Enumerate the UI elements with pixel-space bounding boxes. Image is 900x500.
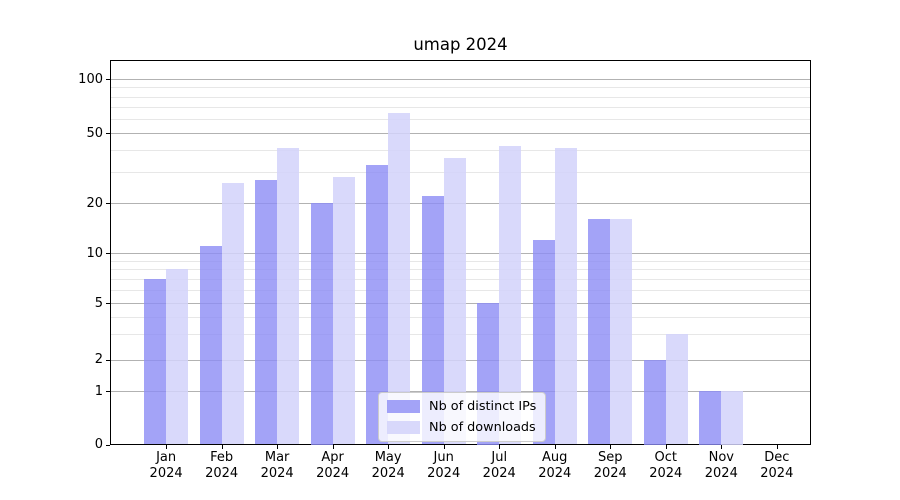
chart-title: umap 2024 <box>413 35 508 54</box>
bar-distinct-ips-jan <box>144 278 167 445</box>
y-tick-label: 0 <box>94 437 103 452</box>
y-tick-label: 1 <box>94 383 103 399</box>
bar-downloads-feb <box>221 182 244 445</box>
x-tick-label-nov: Nov 2024 <box>704 450 738 481</box>
x-tick-label-mar: Mar 2024 <box>260 450 294 481</box>
bar-downloads-nov <box>721 391 744 445</box>
x-tick-label-feb: Feb 2024 <box>205 450 239 481</box>
bar-distinct-ips-may <box>366 164 389 445</box>
bar-downloads-jan <box>166 269 189 445</box>
x-tick-mark <box>554 445 556 449</box>
x-tick-label-jan: Jan 2024 <box>149 450 183 481</box>
bar-distinct-ips-feb <box>199 246 222 445</box>
x-tick-label-jul: Jul 2024 <box>482 450 516 481</box>
minor-gridline <box>111 96 810 98</box>
bar-distinct-ips-apr <box>310 203 333 445</box>
x-tick-mark <box>776 445 778 449</box>
bar-distinct-ips-sep <box>588 219 611 445</box>
bar-distinct-ips-mar <box>255 180 278 445</box>
plot-area: Nb of distinct IPs Nb of downloads <box>110 60 811 445</box>
legend-entry-distinct-ips: Nb of distinct IPs <box>387 398 536 415</box>
legend-swatch-distinct-ips-icon <box>387 400 420 413</box>
bar-downloads-jul <box>499 146 522 445</box>
minor-gridline <box>111 118 810 120</box>
y-tick-mark <box>106 203 110 204</box>
x-tick-label-aug: Aug 2024 <box>538 450 572 481</box>
y-tick-mark <box>106 391 110 392</box>
y-tick-mark <box>106 253 110 255</box>
bar-downloads-oct <box>665 334 688 445</box>
y-tick-mark <box>106 133 110 134</box>
bar-downloads-sep <box>610 219 633 445</box>
x-tick-mark <box>332 445 334 449</box>
bar-downloads-jun <box>443 158 466 445</box>
y-tick-label: 2 <box>94 352 103 367</box>
x-tick-mark <box>665 445 667 449</box>
x-tick-label-jun: Jun 2024 <box>427 450 461 481</box>
legend-label-downloads: Nb of downloads <box>429 420 536 435</box>
y-tick-label: 20 <box>86 195 103 211</box>
y-tick-label: 10 <box>86 245 103 261</box>
y-tick-mark <box>106 79 110 81</box>
x-tick-mark <box>499 445 501 449</box>
x-tick-label-may: May 2024 <box>371 450 405 481</box>
legend-entry-downloads: Nb of downloads <box>387 419 536 436</box>
y-tick-mark <box>106 303 110 304</box>
bar-downloads-mar <box>277 148 300 445</box>
bar-distinct-ips-nov <box>699 391 722 445</box>
x-tick-label-dec: Dec 2024 <box>760 450 794 481</box>
minor-gridline <box>111 106 810 108</box>
bar-downloads-may <box>388 112 411 445</box>
y-tick-mark <box>106 444 110 446</box>
legend-swatch-downloads-icon <box>387 421 420 434</box>
x-tick-mark <box>443 445 445 449</box>
minor-gridline <box>111 87 810 89</box>
major-gridline <box>111 79 810 81</box>
x-tick-label-sep: Sep 2024 <box>593 450 627 481</box>
y-tick-label: 100 <box>78 71 103 87</box>
x-tick-mark <box>610 445 612 449</box>
y-tick-mark <box>106 359 110 361</box>
x-tick-mark <box>388 445 390 449</box>
x-tick-mark <box>721 445 723 449</box>
bar-downloads-apr <box>332 177 355 445</box>
x-tick-mark <box>221 445 223 449</box>
y-tick-label: 5 <box>94 295 103 311</box>
bar-distinct-ips-oct <box>643 359 666 445</box>
x-tick-mark <box>277 445 279 449</box>
bar-distinct-ips-jun <box>421 195 444 445</box>
bar-downloads-aug <box>554 148 577 445</box>
x-tick-mark <box>166 445 168 449</box>
minor-gridline <box>111 150 810 152</box>
x-tick-label-apr: Apr 2024 <box>316 450 350 481</box>
legend-label-distinct-ips: Nb of distinct IPs <box>429 399 537 414</box>
x-tick-label-oct: Oct 2024 <box>649 450 683 481</box>
major-gridline <box>111 133 810 134</box>
legend: Nb of distinct IPs Nb of downloads <box>378 392 547 442</box>
y-tick-label: 50 <box>86 125 103 141</box>
